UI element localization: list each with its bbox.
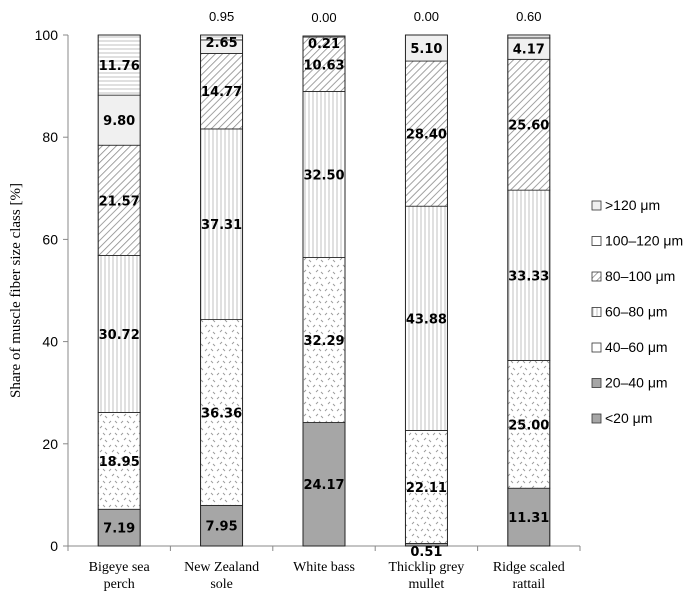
x-category-label: Ridge scaled: [493, 560, 565, 575]
data-label: 28.40: [406, 128, 447, 143]
bar-segment: [302, 257, 346, 423]
data-label: 37.31: [201, 218, 242, 233]
data-label: 0.00: [414, 9, 439, 24]
legend-swatch: [591, 307, 602, 317]
bar-segment: [97, 255, 141, 413]
legend-label: 40–60 μm: [605, 339, 668, 355]
data-label: 11.76: [99, 59, 140, 74]
data-label: 0.21: [308, 37, 340, 52]
x-category-label: Thicklip grey: [388, 560, 464, 575]
data-label: 32.50: [303, 168, 344, 183]
legend-label: <20 μm: [605, 410, 652, 426]
y-tick-label: 60: [42, 231, 58, 247]
bar-segment: [507, 58, 551, 191]
x-category-label: White bass: [293, 560, 355, 575]
data-label: 33.33: [508, 269, 549, 284]
x-category-label: Bigeye sea: [89, 560, 151, 575]
data-label: 0.00: [311, 10, 336, 25]
data-label: 11.31: [508, 511, 549, 526]
x-category-label: sole: [210, 577, 233, 592]
data-label: 0.60: [516, 9, 541, 24]
bar-outline: [302, 35, 346, 547]
legend-swatch: [591, 271, 602, 282]
data-label: 5.10: [410, 42, 442, 57]
bar-segment: [302, 36, 346, 92]
bar-segment: [200, 53, 244, 130]
data-label: 43.88: [406, 312, 447, 327]
bar-outline: [97, 34, 141, 547]
x-category-label: New Zealand: [184, 560, 259, 575]
data-label: 9.80: [103, 114, 135, 129]
data-labels-group: 7.19 18.95 30.72 21.57 9.80 11.76 7.95 36.36 37.…: [99, 9, 550, 560]
data-label: 0.95: [209, 9, 234, 24]
data-label: 25.00: [508, 418, 549, 433]
data-label: 10.63: [303, 58, 344, 73]
x-category-label: perch: [104, 577, 135, 592]
bar-outline: [200, 34, 244, 547]
legend-label: >120 μm: [605, 197, 660, 213]
data-label: 18.95: [99, 455, 140, 470]
axes-group: 0 20 40 60 80 100 Share of muscle fiber size c…: [8, 27, 581, 592]
bar-segment: [404, 60, 448, 207]
data-label: 2.65: [206, 36, 238, 51]
bar-segment: [200, 128, 244, 320]
legend-label: 60–80 μm: [605, 304, 668, 320]
data-label: 4.17: [513, 43, 545, 58]
y-tick-label: 20: [42, 436, 58, 452]
legend: >120 μm 100–120 μm 80–100 μm 60–80 μm 40–60 …: [591, 197, 683, 426]
data-label: 0.51: [410, 545, 442, 560]
data-label: 30.72: [99, 328, 140, 343]
legend-label: 80–100 μm: [605, 268, 675, 284]
x-category-label: mullet: [409, 577, 445, 592]
bar-segment: [200, 319, 244, 506]
data-label: 24.17: [303, 478, 344, 493]
data-label: 7.95: [206, 520, 238, 535]
legend-swatch: [591, 342, 602, 353]
legend-label: 20–40 μm: [605, 375, 668, 391]
legend-swatch: [591, 413, 602, 424]
legend-swatch: [591, 200, 602, 211]
bar-outline: [404, 34, 448, 547]
y-tick-label: 0: [50, 538, 58, 554]
data-label: 36.36: [201, 406, 242, 421]
y-tick-label: 100: [35, 27, 59, 43]
bar-outline: [507, 34, 551, 547]
bar-segment: [507, 189, 551, 361]
data-label: 7.19: [103, 522, 135, 537]
bars-group: [97, 34, 551, 547]
y-tick-label: 40: [42, 334, 58, 350]
legend-label: 100–120 μm: [605, 233, 683, 249]
legend-swatch: [591, 378, 602, 388]
data-label: 14.77: [201, 85, 242, 100]
y-tick-label: 80: [42, 129, 58, 145]
data-label: 22.11: [406, 481, 447, 496]
y-axis-label: Share of muscle fiber size class [%]: [8, 183, 24, 398]
data-label: 25.60: [508, 119, 549, 134]
legend-swatch: [591, 236, 602, 246]
data-label: 32.29: [303, 334, 344, 349]
x-category-label: rattail: [512, 577, 545, 592]
bar-segment: [404, 430, 448, 544]
data-label: 21.57: [99, 194, 140, 209]
